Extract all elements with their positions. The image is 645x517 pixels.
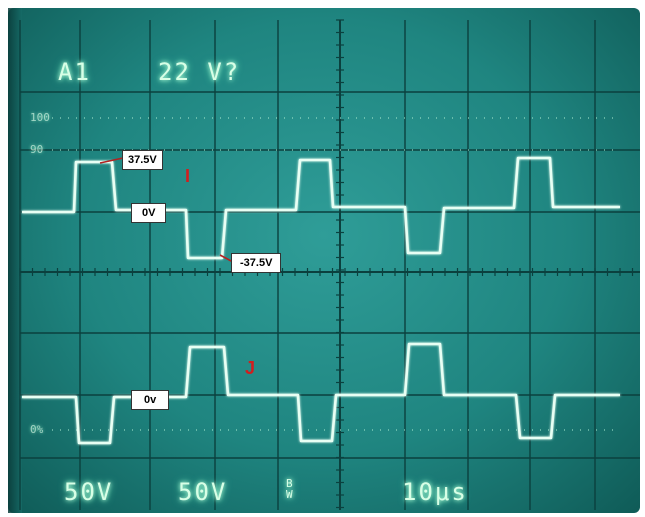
leader-neg	[219, 254, 234, 263]
callout-negative-level: -37.5V	[231, 253, 282, 273]
callout-positive-level: 37.5V	[122, 150, 163, 170]
signal-label-i: I	[185, 166, 191, 186]
timebase-readout: 10μs	[402, 478, 468, 506]
measurement-readout: 22 V?	[158, 58, 241, 86]
trace-i	[22, 156, 620, 260]
ch1-scale-readout: 50V	[64, 478, 114, 506]
scale-mark-0: 0%	[30, 423, 44, 436]
scale-mark-90: 90	[30, 143, 44, 156]
signal-label-j: J	[245, 358, 256, 378]
scale-mark-100: 100	[30, 111, 50, 124]
trace-j	[22, 342, 620, 445]
screen-bezel	[8, 8, 22, 513]
coupling-readout: B W	[286, 477, 293, 501]
leader-pos	[99, 157, 124, 164]
callout-zero-level: 0V	[131, 203, 167, 223]
ch2-scale-readout: 50V	[178, 478, 228, 506]
channel-readout: A1	[58, 58, 91, 86]
callout-zero-level-j: 0v	[131, 390, 170, 410]
